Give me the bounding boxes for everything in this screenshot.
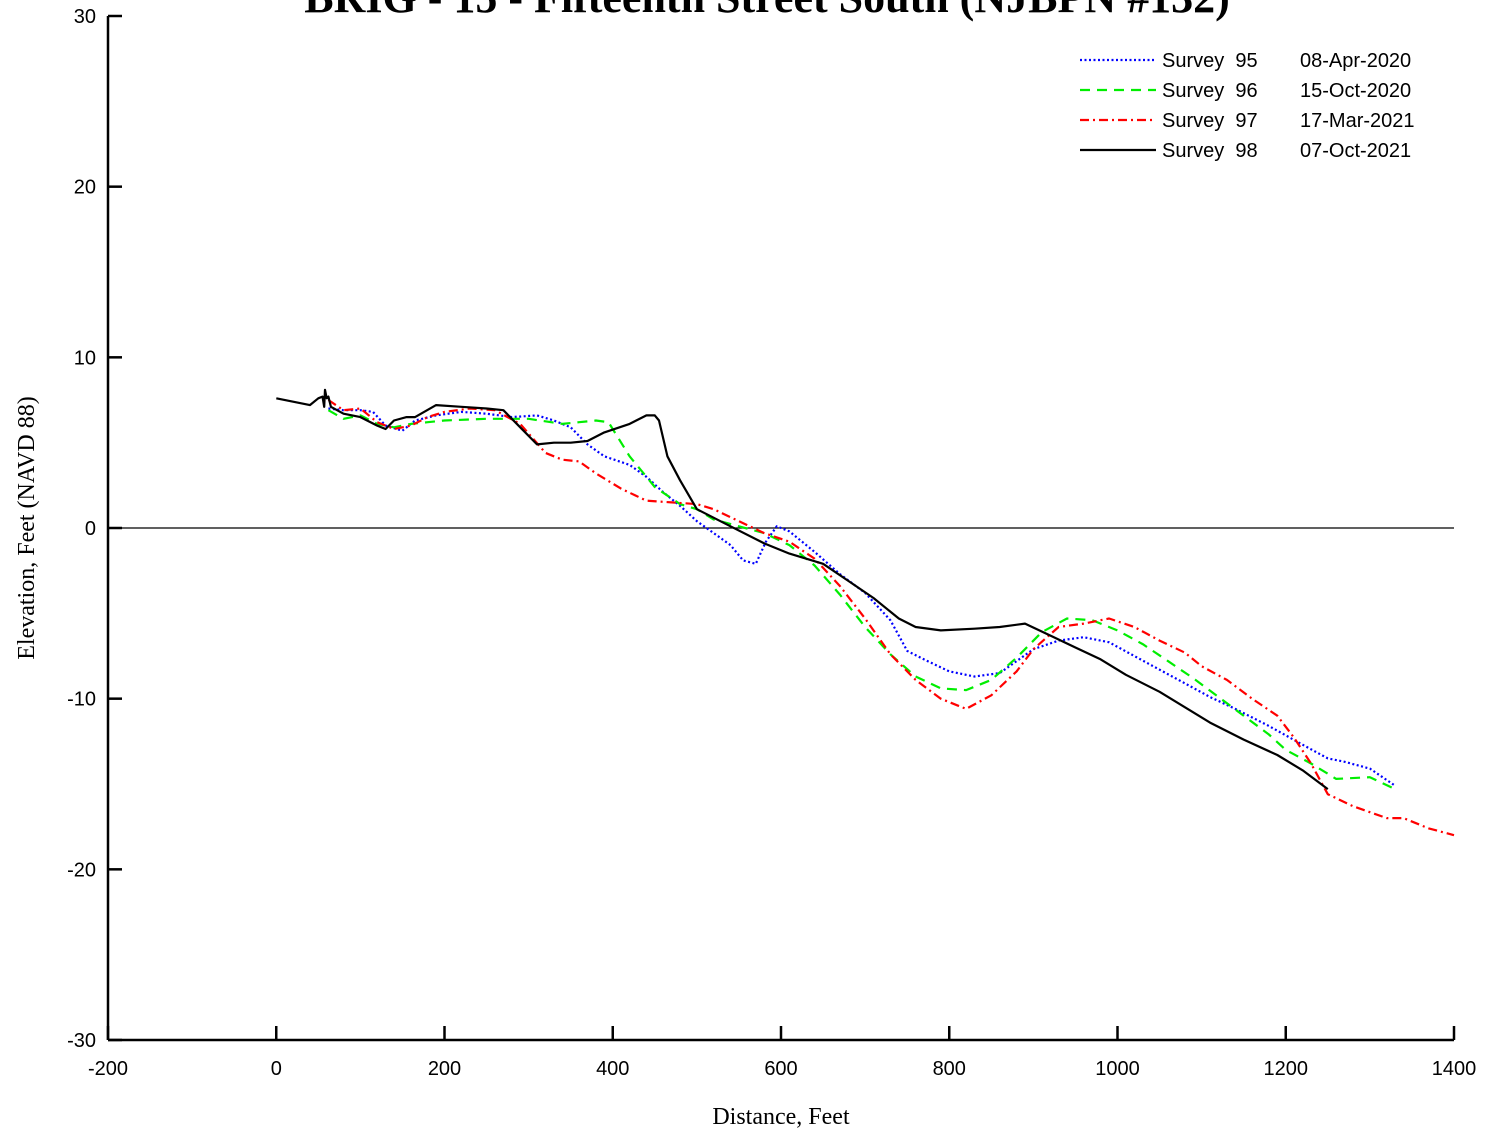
- y-axis-title: Elevation, Feet (NAVD 88): [14, 396, 40, 660]
- x-tick-label: 200: [428, 1058, 461, 1080]
- y-tick-label: 30: [74, 6, 96, 28]
- chart-title: BRIG - 15 - Fifteenth Street South (NJBP…: [304, 0, 1230, 22]
- legend-series-date: 07-Oct-2021: [1300, 140, 1411, 162]
- x-tick-label: 1000: [1095, 1058, 1140, 1080]
- y-tick-label: -20: [67, 859, 96, 881]
- x-axis-title: Distance, Feet: [712, 1104, 850, 1130]
- axes: -200 0 200 400 600 800 1000 1200 1400 -30 -20 -10 0 1…: [67, 6, 1476, 1080]
- y-tick-label: -10: [67, 689, 96, 711]
- series-line-1: [328, 407, 1396, 787]
- series-line-4: [276, 388, 1329, 790]
- x-tick-label: -200: [88, 1058, 128, 1080]
- legend-series-date: 08-Apr-2020: [1300, 50, 1411, 72]
- legend-series-name: Survey 97: [1162, 110, 1258, 132]
- y-tick-label: 0: [85, 518, 96, 540]
- legend-series-name: Survey 96: [1162, 80, 1258, 102]
- legend: Survey 95 08-Apr-2020 Survey 96 15-Oct-2020…: [1080, 50, 1415, 162]
- x-tick-label: 1400: [1432, 1058, 1477, 1080]
- series-line-3: [327, 399, 1455, 837]
- legend-series-name: Survey 95: [1162, 50, 1258, 72]
- x-tick-label: 600: [764, 1058, 797, 1080]
- y-tick-label: -30: [67, 1030, 96, 1052]
- y-tick-label: 10: [74, 347, 96, 369]
- x-tick-label: 1200: [1264, 1058, 1309, 1080]
- legend-series-date: 17-Mar-2021: [1300, 110, 1415, 132]
- x-tick-label: 800: [933, 1058, 966, 1080]
- legend-series-name: Survey 98: [1162, 140, 1258, 162]
- x-tick-label: 0: [271, 1058, 282, 1080]
- plot-area: [108, 388, 1455, 837]
- x-tick-label: 400: [596, 1058, 629, 1080]
- y-tick-label: 20: [74, 177, 96, 199]
- legend-series-date: 15-Oct-2020: [1300, 80, 1411, 102]
- series-line-2: [327, 409, 1396, 791]
